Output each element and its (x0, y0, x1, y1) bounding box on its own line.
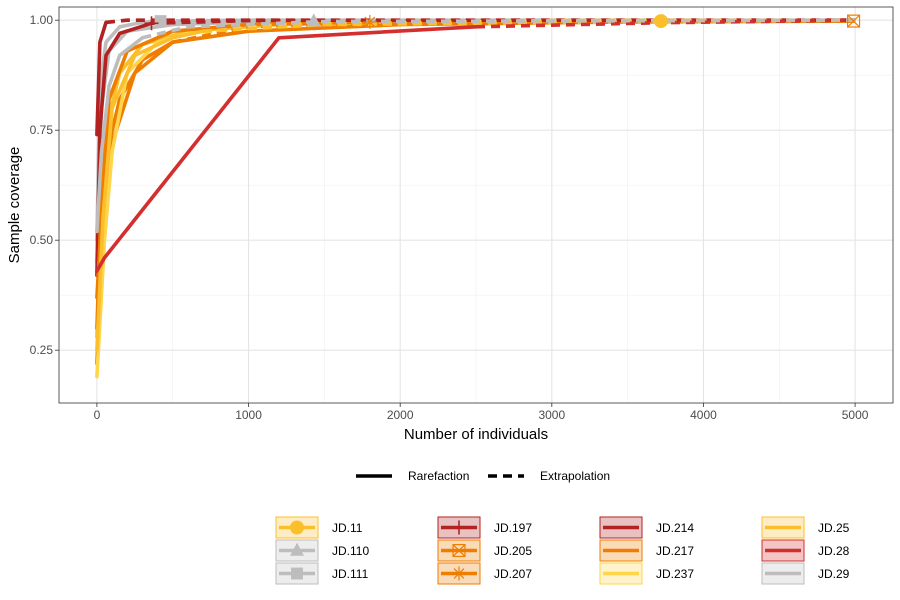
y-tick-label: 0.50 (30, 233, 54, 247)
series-jd-29 (95, 18, 856, 234)
x-tick-label: 5000 (842, 408, 869, 422)
linetype-label-extrapolation: Extrapolation (540, 469, 610, 483)
legend-label-jd-205: JD.205 (494, 544, 532, 558)
legend-label-jd-217: JD.217 (656, 544, 694, 558)
observed-point-jd-205 (847, 14, 861, 28)
legend-item-jd-29: JD.29 (761, 562, 850, 585)
x-axis-title: Number of individuals (404, 426, 548, 443)
linetype-legend: Rarefaction Extrapolation (356, 469, 610, 483)
legend-key-marker (452, 543, 466, 558)
y-tick-label: 0.25 (30, 343, 54, 357)
extrapolation-line-jd-25 (203, 18, 856, 33)
legend-label-jd-29: JD.29 (818, 567, 850, 581)
legend-label-jd-214: JD.214 (656, 521, 694, 535)
legend-label-jd-237: JD.237 (656, 567, 694, 581)
series-markers (144, 13, 861, 31)
rarefaction-line-jd-214 (95, 20, 108, 137)
legend-key-marker (291, 567, 303, 580)
series-lines (95, 18, 856, 379)
observed-point-jd-207 (362, 14, 377, 29)
legend-label-jd-111: JD.111 (332, 567, 369, 581)
x-tick-label: 4000 (690, 408, 717, 422)
legend-key-marker (290, 542, 304, 556)
legend-item-jd-207: JD.207 (437, 562, 532, 585)
legend-item-jd-110: JD.110 (275, 539, 369, 562)
legend-label-jd-28: JD.28 (818, 544, 850, 558)
legend-key-marker (290, 520, 304, 535)
rarefaction-line-jd-28 (95, 25, 478, 273)
linetype-label-rarefaction: Rarefaction (408, 469, 469, 483)
x-tick-label: 0 (94, 408, 101, 422)
legend-item-jd-25: JD.25 (761, 516, 850, 539)
legend-key-marker (452, 520, 466, 535)
legend-item-jd-214: JD.214 (599, 516, 694, 539)
legend-key-marker (452, 566, 466, 581)
series-jd-25 (95, 18, 856, 352)
y-axis-title: Sample coverage (6, 147, 23, 264)
x-tick-label: 3000 (538, 408, 565, 422)
x-tick-label: 2000 (387, 408, 414, 422)
legend-item-jd-11: JD.11 (275, 516, 363, 539)
legend-item-jd-197: JD.197 (437, 516, 532, 539)
observed-point-jd-111 (154, 15, 167, 28)
legend-item-jd-237: JD.237 (599, 562, 694, 585)
legend-label-jd-197: JD.197 (494, 521, 532, 535)
legend-item-jd-28: JD.28 (761, 539, 850, 562)
extrapolation-line-jd-214 (105, 18, 856, 25)
rarefaction-line-jd-25 (95, 29, 205, 352)
series-jd-214 (95, 18, 856, 137)
x-tick-label: 1000 (235, 408, 262, 422)
plot-panel-border (58, 6, 894, 404)
legend-item-jd-205: JD.205 (437, 539, 532, 562)
legend-label-jd-207: JD.207 (494, 567, 532, 581)
series-legend: JD.11 JD.110 JD.111 JD.197 JD.205 JD.207 JD.21… (275, 516, 850, 585)
legend-label-jd-11: JD.11 (332, 521, 363, 535)
rarefaction-line-jd-29 (95, 36, 145, 234)
axes: 0 1000 2000 3000 4000 5000 0.25 0.50 0.75 1.00 (30, 13, 869, 422)
legend-label-jd-25: JD.25 (818, 521, 850, 535)
observed-point-jd-197 (144, 16, 159, 31)
y-tick-label: 0.75 (30, 123, 54, 137)
legend-item-jd-111: JD.111 (275, 562, 369, 585)
observed-point-jd-110 (306, 13, 321, 27)
legend-label-jd-110: JD.110 (332, 544, 369, 558)
legend-item-jd-217: JD.217 (599, 539, 694, 562)
y-tick-label: 1.00 (30, 13, 54, 27)
observed-point-jd-11 (653, 14, 668, 29)
extrapolation-line-jd-29 (141, 18, 856, 40)
